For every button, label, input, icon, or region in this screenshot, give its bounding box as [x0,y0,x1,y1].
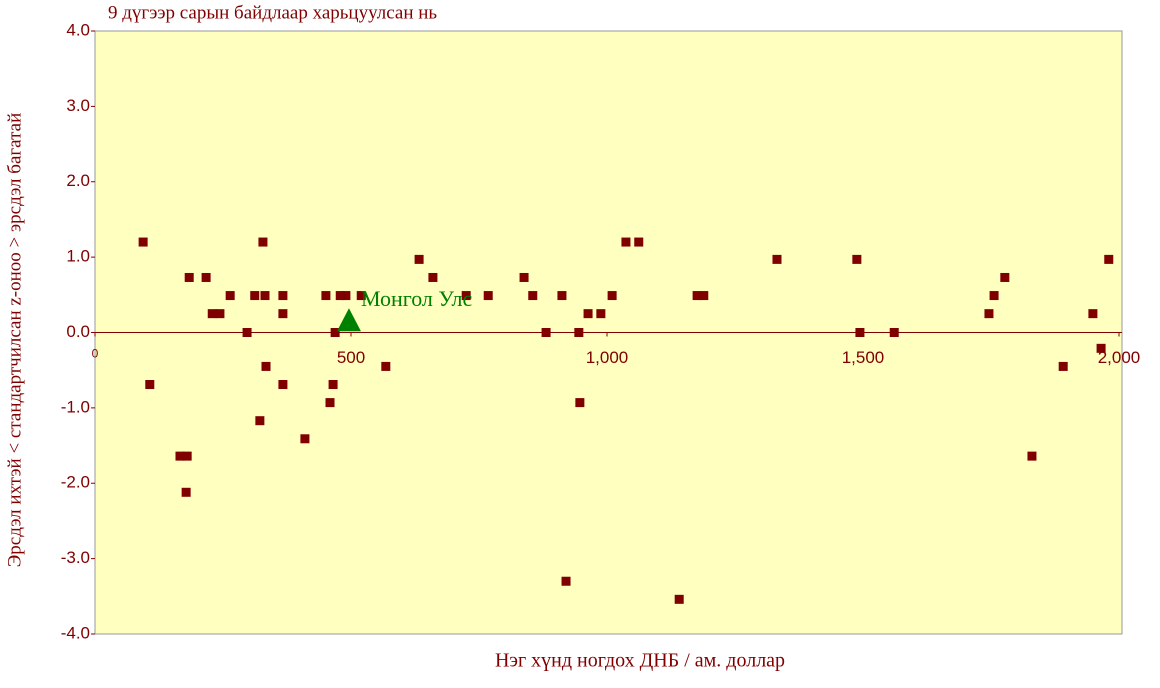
marker [692,291,702,301]
marker [414,254,424,264]
marker [889,328,899,337]
marker [381,361,391,371]
marker [855,328,865,337]
point-label: Монгол Улс [361,286,473,311]
marker [138,237,148,247]
y-tick-label: -3.0 [61,548,90,567]
marker [181,487,191,497]
marker [258,237,268,247]
marker [341,291,351,301]
marker [989,291,999,301]
marker [201,272,211,282]
marker [1058,361,1068,371]
x-tick-label: 2,000 [1098,348,1141,367]
marker [1096,343,1106,353]
y-axis-label: Эрсдэл ихтэй < стандартчилсан z-оноо > э… [4,113,25,568]
marker [596,309,606,319]
marker [215,309,225,319]
marker [607,291,617,301]
marker [255,416,265,426]
marker [261,361,271,371]
x-tick-label: 0 [92,347,99,361]
y-tick-label: 0.0 [66,322,90,341]
marker [561,576,571,586]
y-tick-label: 2.0 [66,171,90,190]
y-tick-label: -2.0 [61,473,90,492]
x-tick-label: 1,000 [586,348,629,367]
marker [250,291,260,301]
marker [541,328,551,337]
marker [321,291,331,301]
marker [336,308,361,332]
marker [621,237,631,247]
marker [634,237,644,247]
marker [300,434,310,444]
marker [242,328,252,337]
marker [519,272,529,282]
marker [335,291,345,301]
marker [483,291,493,301]
marker [278,380,288,390]
y-tick-label: 1.0 [66,247,90,266]
marker [1000,272,1010,282]
marker [528,291,538,301]
x-axis-label: Нэг хүнд ногдох ДНБ / ам. доллар [495,650,785,672]
marker [772,254,782,264]
marker [852,254,862,264]
marker [356,291,366,301]
marker [557,291,567,301]
marker [574,328,584,337]
chart-title: 9 дүгээр сарын байдлаар харьцуулсан нь [108,2,437,23]
marker [328,380,338,390]
marker [1104,254,1114,264]
marker [575,398,585,408]
marker [984,309,994,319]
marker [583,309,593,319]
marker [461,291,471,301]
marker [278,291,288,301]
y-tick-label: 3.0 [66,96,90,115]
marker [674,594,684,604]
marker [278,309,288,319]
marker [1088,309,1098,319]
marker [184,272,194,282]
y-tick-label: -4.0 [61,623,90,642]
marker [699,291,709,301]
marker [175,451,185,461]
marker [330,328,340,337]
x-tick-label: 1,500 [842,348,885,367]
marker [145,380,155,390]
marker [1027,451,1037,461]
y-tick-label: -1.0 [61,397,90,416]
marker [225,291,235,301]
y-tick-label: 4.0 [66,20,90,39]
marker [182,451,192,461]
marker [428,272,438,282]
x-tick-label: 500 [337,348,365,367]
marker [207,309,217,319]
marker [260,291,270,301]
marker [325,398,335,408]
